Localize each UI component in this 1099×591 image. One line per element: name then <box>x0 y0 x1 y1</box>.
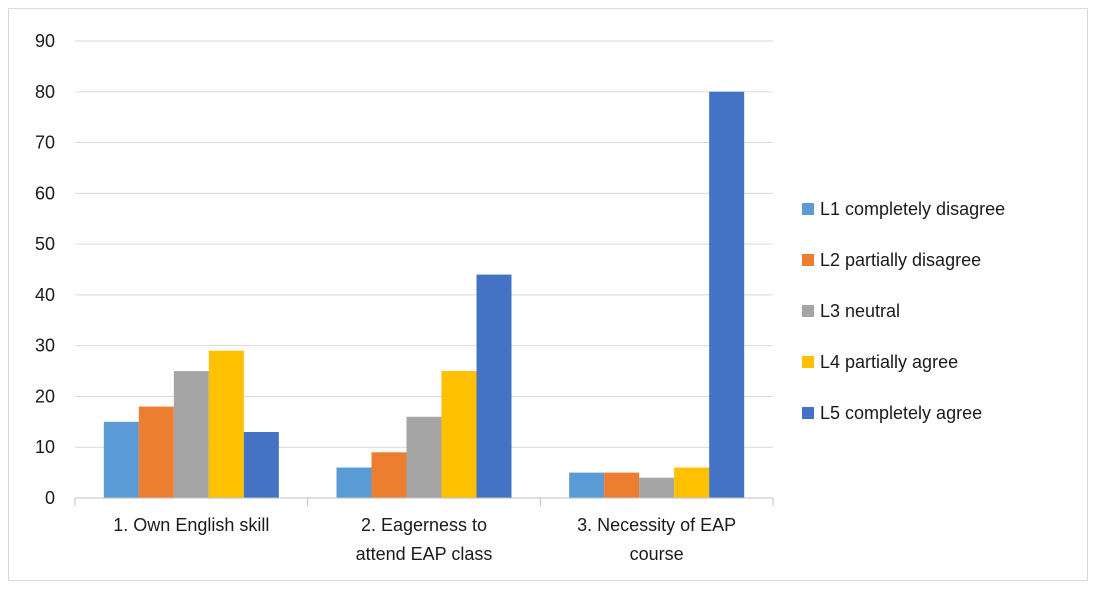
y-tick-label: 20 <box>35 386 55 406</box>
x-category-label: 2. Eagerness to <box>361 515 487 535</box>
bar-1-3 <box>569 472 605 498</box>
bar-1-1 <box>103 421 139 498</box>
legend-label: L2 partially disagree <box>820 250 981 270</box>
bar-4-3 <box>674 467 710 498</box>
y-tick-label: 50 <box>35 234 55 254</box>
legend-label: L3 neutral <box>820 301 900 321</box>
y-tick-label: 30 <box>35 336 55 356</box>
bar-3-1 <box>173 371 209 498</box>
legend-swatch <box>802 407 814 419</box>
x-category-label: course <box>630 544 684 564</box>
x-category-label: 1. Own English skill <box>113 515 269 535</box>
bar-3-3 <box>639 477 675 498</box>
y-tick-label: 40 <box>35 285 55 305</box>
legend-swatch <box>802 203 814 215</box>
axes: 0 10 20 30 40 50 60 70 80 90 1. Own English skill 2… <box>35 31 774 564</box>
bar-4-2 <box>441 371 477 498</box>
y-tick-label: 80 <box>35 82 55 102</box>
legend-label: L1 completely disagree <box>820 199 1005 219</box>
legend-swatch <box>802 254 814 266</box>
bar-5-1 <box>243 431 279 498</box>
bar-5-2 <box>476 274 512 498</box>
y-tick-label: 0 <box>45 488 55 508</box>
bar-2-1 <box>138 406 174 498</box>
legend-swatch <box>802 305 814 317</box>
y-tick-label: 70 <box>35 133 55 153</box>
x-category-label: attend EAP class <box>356 544 493 564</box>
y-tick-label: 60 <box>35 183 55 203</box>
legend-swatch <box>802 356 814 368</box>
y-tick-label: 10 <box>35 437 55 457</box>
chart-frame: 0 10 20 30 40 50 60 70 80 90 1. Own English skill 2… <box>8 8 1088 581</box>
bar-4-1 <box>208 350 244 498</box>
legend-label: L4 partially agree <box>820 352 958 372</box>
bar-1-2 <box>336 467 372 498</box>
legend-label: L5 completely agree <box>820 403 982 423</box>
y-tick-label: 90 <box>35 31 55 51</box>
bars <box>103 91 745 499</box>
bar-2-3 <box>604 472 640 498</box>
legend: L1 completely disagree L2 partially disag… <box>802 199 1005 423</box>
bar-5-3 <box>709 91 745 499</box>
x-category-label: 3. Necessity of EAP <box>577 515 736 535</box>
bar-2-2 <box>371 452 407 498</box>
bar-3-2 <box>406 416 442 498</box>
bar-chart: 0 10 20 30 40 50 60 70 80 90 1. Own English skill 2… <box>35 31 1005 564</box>
